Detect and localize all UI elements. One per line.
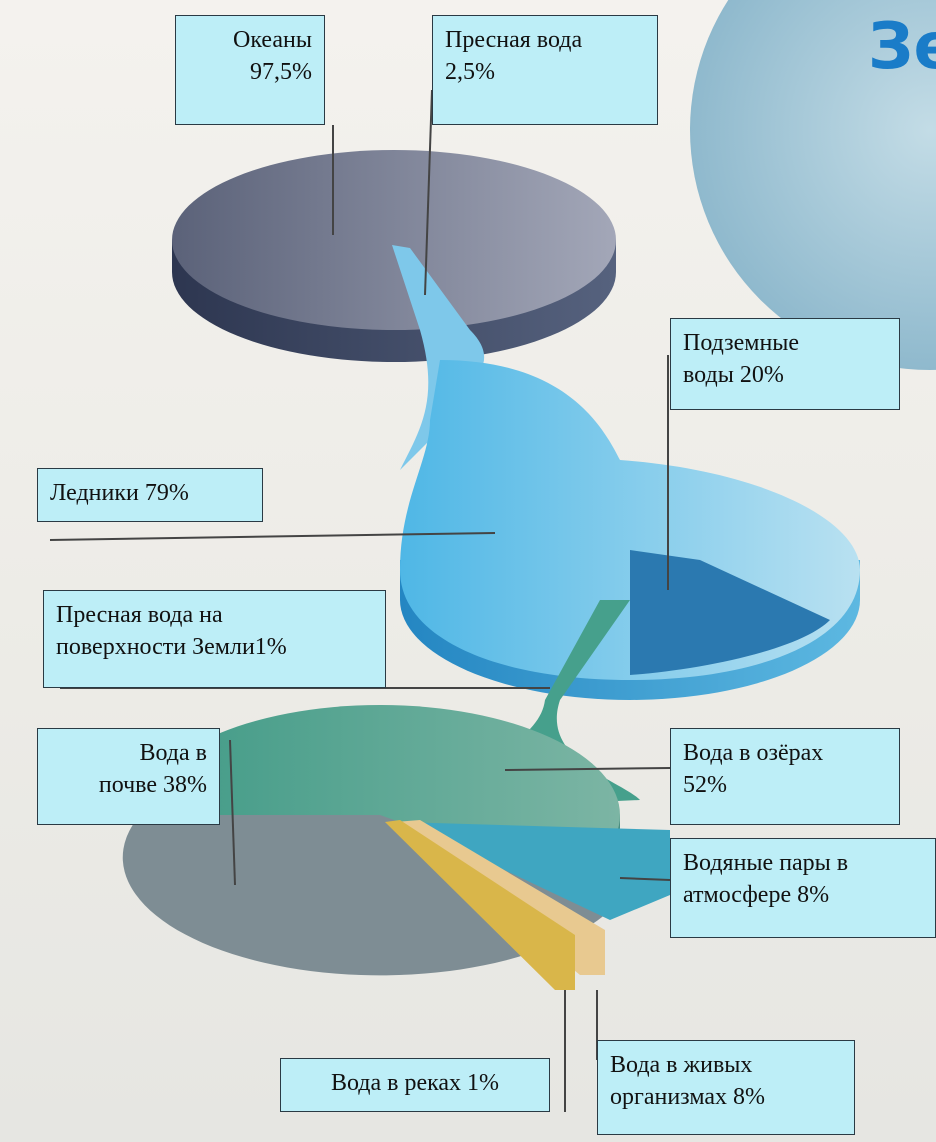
label-text: Ледники 79% — [50, 477, 250, 509]
label-text: организмах 8% — [610, 1081, 842, 1113]
label-text: Океаны — [188, 24, 312, 56]
label-text: Вода в реках 1% — [293, 1067, 537, 1099]
label-box: Ледники 79% — [37, 468, 263, 522]
page: Зе Океаны97,5% Пресная вода2,5% Подземныев… — [0, 0, 936, 1142]
label-text: Пресная вода на — [56, 599, 373, 631]
label-text: 97,5% — [188, 56, 312, 88]
label-box: Вода в реках 1% — [280, 1058, 550, 1112]
label-text: Пресная вода — [445, 24, 645, 56]
label-text: почве 38% — [50, 769, 207, 801]
label-text: поверхности Земли1% — [56, 631, 373, 663]
label-text: Вода в — [50, 737, 207, 769]
label-text: Вода в живых — [610, 1049, 842, 1081]
ocean-pie — [172, 150, 616, 330]
illustration — [0, 0, 936, 1142]
corner-text: Зе — [868, 10, 936, 84]
label-text: Вода в озёрах — [683, 737, 887, 769]
label-text: Водяные пары в — [683, 847, 923, 879]
label-text: атмосфере 8% — [683, 879, 923, 911]
label-text: воды 20% — [683, 359, 887, 391]
label-text: 2,5% — [445, 56, 645, 88]
label-text: Подземные — [683, 327, 887, 359]
label-text: 52% — [683, 769, 887, 801]
